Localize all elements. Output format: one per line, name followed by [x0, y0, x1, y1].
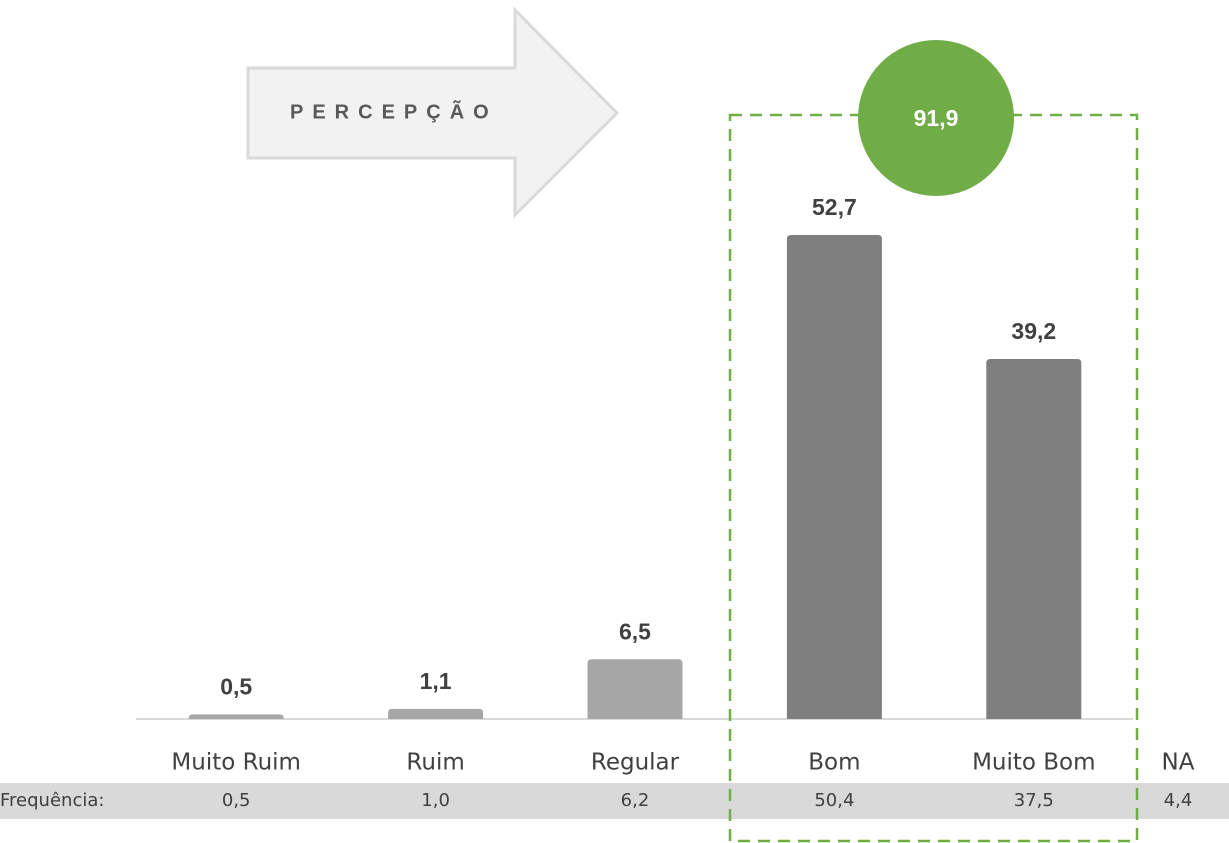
- value-label: 52,7: [812, 194, 857, 220]
- frequency-value: 50,4: [814, 790, 854, 811]
- x-tick-label: Ruim: [406, 750, 464, 776]
- value-label: 1,1: [420, 668, 452, 694]
- x-tick-label: Muito Ruim: [171, 750, 301, 776]
- bar: [786, 235, 882, 719]
- highlight-circle: [858, 40, 1014, 196]
- bar: [986, 359, 1082, 719]
- highlight-label: 91,9: [914, 105, 959, 131]
- frequency-label: Frequência:: [0, 790, 104, 811]
- x-tick-label: Muito Bom: [972, 750, 1095, 776]
- bar: [587, 659, 683, 719]
- value-label: 0,5: [220, 673, 252, 699]
- bar: [388, 708, 484, 719]
- value-label: 39,2: [1011, 318, 1056, 344]
- frequency-value: 1,0: [421, 790, 450, 811]
- x-tick-label: Regular: [591, 750, 680, 776]
- bar: [188, 714, 284, 719]
- annotation: PERCEPÇÃO: [290, 100, 498, 123]
- frequency-value: 6,2: [621, 790, 650, 811]
- frequency-band: [0, 783, 1229, 819]
- arrow: [246, 6, 620, 219]
- x-tick-label: Bom: [808, 750, 860, 776]
- extra-category: NA: [1162, 750, 1195, 776]
- value-label: 6,5: [619, 618, 651, 644]
- frequency-value: 0,5: [222, 790, 251, 811]
- frequency-value: 4,4: [1164, 790, 1193, 811]
- frequency-value: 37,5: [1014, 790, 1054, 811]
